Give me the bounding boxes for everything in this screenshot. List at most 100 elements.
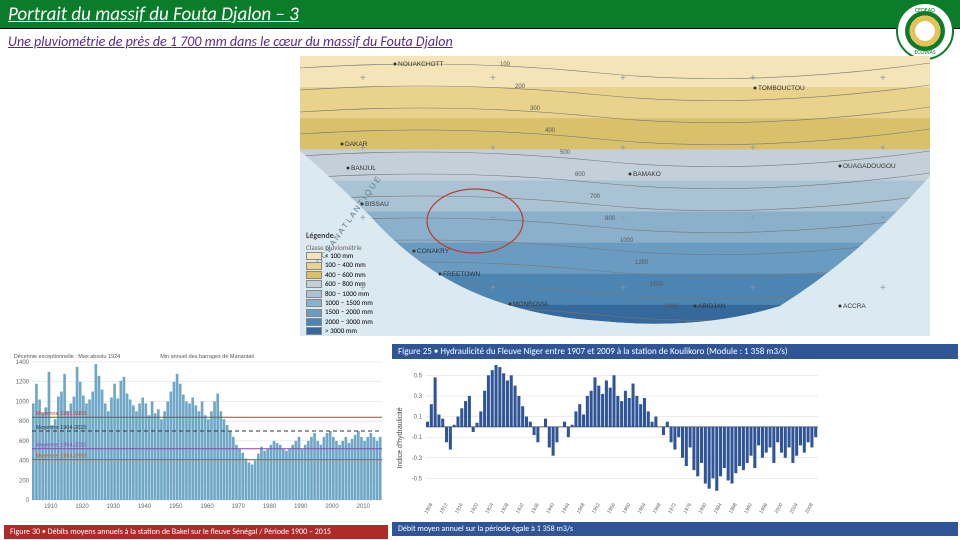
legend-row: > 3000 mm bbox=[306, 327, 426, 335]
svg-text:1976: 1976 bbox=[682, 502, 693, 515]
svg-text:+: + bbox=[880, 283, 886, 294]
svg-text:400: 400 bbox=[545, 128, 556, 134]
svg-text:1988: 1988 bbox=[728, 502, 739, 515]
svg-text:1956: 1956 bbox=[606, 502, 617, 515]
senegal-flow-chart: 0200400600800100012001400Moyenne 1904-20… bbox=[4, 344, 388, 530]
svg-text:1950: 1950 bbox=[169, 504, 183, 510]
svg-text:2004: 2004 bbox=[789, 502, 800, 515]
svg-text:+: + bbox=[620, 73, 626, 84]
svg-text:1200: 1200 bbox=[16, 380, 30, 386]
svg-text:0.3: 0.3 bbox=[414, 394, 423, 400]
svg-text:TOMBOUCTOU: TOMBOUCTOU bbox=[758, 85, 805, 92]
svg-text:1912: 1912 bbox=[439, 502, 450, 515]
svg-text:800: 800 bbox=[605, 216, 616, 222]
svg-text:Décennie exceptionnelle : Max: Décennie exceptionnelle : Max absolu 192… bbox=[14, 354, 120, 360]
svg-text:1944: 1944 bbox=[561, 502, 572, 515]
svg-text:1936: 1936 bbox=[530, 502, 541, 515]
svg-text:1000: 1000 bbox=[620, 238, 634, 244]
svg-text:Moyenne 1984-1993: Moyenne 1984-1993 bbox=[36, 454, 86, 460]
svg-text:FREETOWN: FREETOWN bbox=[443, 271, 480, 278]
niger-chart-svg: -0.5-0.3-0.10.10.30.5Indice d'hydraulici… bbox=[392, 359, 958, 517]
svg-text:1992: 1992 bbox=[743, 502, 754, 515]
senegal-chart-svg: 0200400600800100012001400Moyenne 1904-20… bbox=[4, 344, 388, 520]
svg-text:1500: 1500 bbox=[650, 282, 664, 288]
svg-text:+: + bbox=[750, 73, 756, 84]
svg-text:-0.5: -0.5 bbox=[412, 476, 423, 482]
svg-text:200: 200 bbox=[19, 478, 30, 484]
svg-text:300: 300 bbox=[530, 106, 541, 112]
svg-text:1948: 1948 bbox=[576, 502, 587, 515]
svg-text:ACCRA: ACCRA bbox=[843, 303, 866, 310]
svg-text:+: + bbox=[750, 143, 756, 154]
svg-text:1940: 1940 bbox=[545, 502, 556, 515]
svg-text:+: + bbox=[620, 143, 626, 154]
page-title: Portrait du massif du Fouta Djalon – 3 bbox=[8, 3, 299, 26]
svg-text:1928: 1928 bbox=[500, 502, 511, 515]
svg-text:1960: 1960 bbox=[200, 504, 214, 510]
svg-text:1940: 1940 bbox=[138, 504, 152, 510]
svg-text:800: 800 bbox=[19, 419, 30, 425]
svg-text:1996: 1996 bbox=[758, 502, 769, 515]
legend-row: 600 – 800 mm bbox=[306, 280, 426, 288]
svg-text:100: 100 bbox=[500, 62, 511, 68]
svg-text:+: + bbox=[360, 73, 366, 84]
ecowas-logo: CEDEAO ECOWAS bbox=[896, 2, 954, 60]
legend-row: 400 – 600 mm bbox=[306, 271, 426, 279]
svg-text:DAKAR: DAKAR bbox=[345, 141, 368, 148]
legend-row: 2000 – 3000 mm bbox=[306, 318, 426, 326]
svg-text:Min annuel des barrages de Man: Min annuel des barrages de Manantali bbox=[160, 354, 254, 360]
svg-text:1964: 1964 bbox=[637, 502, 648, 515]
svg-text:1916: 1916 bbox=[454, 502, 465, 515]
svg-text:1952: 1952 bbox=[591, 502, 602, 515]
svg-text:+: + bbox=[490, 283, 496, 294]
svg-text:+: + bbox=[490, 73, 496, 84]
svg-text:ABIDJAN: ABIDJAN bbox=[698, 303, 726, 310]
svg-text:1990: 1990 bbox=[294, 504, 308, 510]
svg-text:1910: 1910 bbox=[44, 504, 58, 510]
page-subtitle: Une pluviométrie de près de 1 700 mm dan… bbox=[0, 29, 960, 50]
svg-text:1000: 1000 bbox=[16, 399, 30, 405]
svg-text:1970: 1970 bbox=[232, 504, 246, 510]
svg-text:2000: 2000 bbox=[665, 304, 679, 310]
svg-text:Indice d'hydraulicité: Indice d'hydraulicité bbox=[397, 407, 404, 468]
svg-text:Moyenne 1994-2015: Moyenne 1994-2015 bbox=[36, 443, 86, 449]
svg-text:0: 0 bbox=[26, 498, 30, 504]
svg-text:1984: 1984 bbox=[713, 502, 724, 515]
svg-text:1980: 1980 bbox=[263, 504, 277, 510]
svg-text:0.1: 0.1 bbox=[414, 415, 423, 421]
svg-text:1972: 1972 bbox=[667, 502, 678, 515]
svg-text:NOUAKCHOTT: NOUAKCHOTT bbox=[398, 61, 444, 68]
svg-text:200: 200 bbox=[515, 84, 526, 90]
svg-text:-0.3: -0.3 bbox=[412, 456, 423, 462]
svg-text:2010: 2010 bbox=[357, 504, 371, 510]
legend-row: 1000 – 1500 mm bbox=[306, 299, 426, 307]
legend-row: < 100 mm bbox=[306, 252, 426, 260]
svg-text:1250: 1250 bbox=[635, 260, 649, 266]
svg-text:1932: 1932 bbox=[515, 502, 526, 515]
svg-text:MONROVIA: MONROVIA bbox=[513, 301, 549, 308]
legend-title: Légende bbox=[306, 232, 426, 242]
svg-text:BISSAU: BISSAU bbox=[365, 201, 389, 208]
svg-text:+: + bbox=[360, 213, 366, 224]
svg-text:+: + bbox=[880, 213, 886, 224]
svg-text:+: + bbox=[620, 213, 626, 224]
niger-chart-footer: Débit moyen annuel sur la période égale … bbox=[392, 522, 958, 536]
svg-text:600: 600 bbox=[575, 172, 586, 178]
svg-text:0.5: 0.5 bbox=[414, 373, 423, 379]
svg-text:700: 700 bbox=[590, 194, 601, 200]
svg-text:1920: 1920 bbox=[75, 504, 89, 510]
svg-text:2000: 2000 bbox=[774, 502, 785, 515]
title-bar: Portrait du massif du Fouta Djalon – 3 bbox=[0, 0, 960, 29]
svg-text:1908: 1908 bbox=[424, 502, 435, 515]
legend-subtitle: Classe pluviométrie bbox=[306, 244, 426, 252]
svg-text:OUAGADOUGOU: OUAGADOUGOU bbox=[843, 163, 896, 170]
svg-text:Moyenne 1951-1969: Moyenne 1951-1969 bbox=[36, 411, 86, 417]
svg-text:1980: 1980 bbox=[698, 502, 709, 515]
legend-row: 1500 – 2000 mm bbox=[306, 308, 426, 316]
svg-text:+: + bbox=[880, 143, 886, 154]
logo-text-bottom: ECOWAS bbox=[898, 48, 952, 56]
svg-text:2000: 2000 bbox=[325, 504, 339, 510]
svg-text:1968: 1968 bbox=[652, 502, 663, 515]
logo-text-top: CEDEAO bbox=[898, 6, 952, 14]
svg-text:BANJUL: BANJUL bbox=[351, 165, 376, 172]
